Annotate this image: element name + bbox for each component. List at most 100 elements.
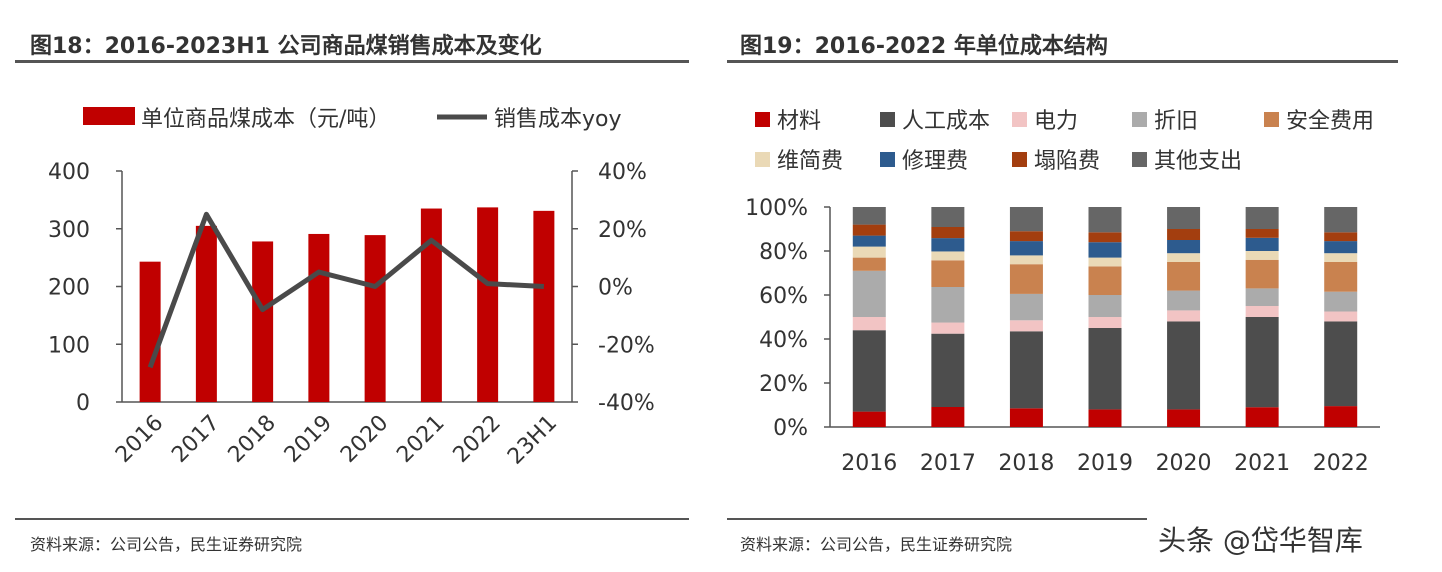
segment-2021-塌陷费 (1245, 229, 1279, 238)
segment-2016-人工成本 (852, 330, 886, 412)
right-chart-title: 图19：2016-2022 年单位成本结构 (740, 34, 1108, 59)
right-footer-rule (727, 518, 1147, 520)
stack-category-label-2020: 2020 (1156, 451, 1212, 476)
segment-2016-塌陷费 (852, 224, 886, 236)
segment-2022-塌陷费 (1324, 232, 1358, 242)
legend-label-修理费: 修理费 (902, 149, 968, 174)
segment-2022-材料 (1324, 406, 1358, 427)
left-title-rule (15, 60, 689, 63)
segment-2018-材料 (1009, 408, 1043, 427)
segment-2017-折旧 (931, 287, 965, 323)
segment-2020-维简费 (1167, 253, 1201, 262)
right-tick-label: 40% (598, 160, 647, 185)
legend-swatch-修理费 (880, 152, 895, 167)
segment-2020-电力 (1167, 310, 1201, 322)
category-label-2018: 2018 (224, 411, 281, 468)
right-tick-label: -40% (598, 391, 655, 416)
left-tick-label: 100 (48, 333, 90, 358)
segment-2018-修理费 (1009, 241, 1043, 256)
right-tick-label: -20% (598, 333, 655, 358)
segment-2018-安全费用 (1009, 264, 1043, 294)
legend-swatch-安全费用 (1264, 112, 1279, 127)
watermark: 头条 @岱华智库 (1158, 524, 1363, 557)
stack-tick-label: 80% (759, 240, 808, 265)
right-title-rule (727, 60, 1398, 63)
segment-2021-电力 (1245, 306, 1279, 317)
left-tick-label: 0 (76, 391, 90, 416)
segment-2020-折旧 (1167, 290, 1201, 311)
legend-swatch-折旧 (1132, 112, 1147, 127)
bar-2018 (252, 241, 274, 402)
segment-2017-电力 (931, 322, 965, 334)
segment-2021-安全费用 (1245, 259, 1279, 289)
segment-2019-人工成本 (1088, 328, 1122, 410)
legend-label-塌陷费: 塌陷费 (1034, 149, 1100, 174)
stack-tick-label: 20% (759, 372, 808, 397)
legend-label-电力: 电力 (1034, 109, 1078, 134)
segment-2019-维简费 (1088, 257, 1122, 267)
left-tick-label: 300 (48, 218, 90, 243)
segment-2019-折旧 (1088, 295, 1122, 317)
segment-2018-塌陷费 (1009, 231, 1043, 242)
category-label-2016: 2016 (111, 411, 168, 468)
segment-2018-其他支出 (1009, 207, 1043, 232)
left-source-note: 资料来源：公司公告，民生证券研究院 (30, 535, 303, 554)
segment-2020-材料 (1167, 409, 1201, 427)
stack-tick-label: 100% (745, 196, 808, 221)
bar-2016 (139, 261, 161, 402)
segment-2020-其他支出 (1167, 207, 1201, 229)
segment-2017-安全费用 (931, 260, 965, 287)
segment-2019-修理费 (1088, 242, 1122, 258)
bar-2019 (308, 233, 330, 402)
segment-2022-安全费用 (1324, 262, 1358, 292)
legend-label-其他支出: 其他支出 (1154, 149, 1242, 174)
segment-2022-修理费 (1324, 241, 1358, 254)
segment-2018-人工成本 (1009, 331, 1043, 409)
segment-2022-电力 (1324, 311, 1358, 322)
right-tick-label: 20% (598, 218, 647, 243)
segment-2016-修理费 (852, 235, 886, 247)
stack-tick-label: 60% (759, 284, 808, 309)
left-tick-label: 200 (48, 276, 90, 301)
segment-2022-其他支出 (1324, 207, 1358, 233)
bar-2017 (195, 225, 217, 402)
legend-label-人工成本: 人工成本 (902, 109, 990, 134)
bar-2020 (364, 235, 386, 402)
stack-tick-label: 40% (759, 328, 808, 353)
segment-2022-折旧 (1324, 291, 1358, 312)
legend-label-折旧: 折旧 (1154, 109, 1198, 134)
legend-swatch-其他支出 (1132, 152, 1147, 167)
legend-swatch-塌陷费 (1012, 152, 1027, 167)
segment-2021-人工成本 (1245, 317, 1279, 408)
legend-label-材料: 材料 (777, 109, 821, 134)
stack-category-label-2018: 2018 (998, 451, 1054, 476)
bar-23H1 (533, 210, 555, 402)
left-tick-label: 400 (48, 160, 90, 185)
segment-2022-人工成本 (1324, 321, 1358, 407)
category-label-2021: 2021 (392, 411, 449, 468)
stack-category-label-2022: 2022 (1313, 451, 1369, 476)
segment-2020-修理费 (1167, 240, 1201, 254)
yoy-line (147, 211, 545, 369)
category-label-2022: 2022 (449, 411, 506, 468)
right-source-note: 资料来源：公司公告，民生证券研究院 (740, 535, 1013, 554)
bar-2022 (477, 207, 499, 402)
segment-2019-塌陷费 (1088, 232, 1122, 243)
legend-bar-swatch (83, 107, 135, 125)
segment-2019-其他支出 (1088, 207, 1122, 233)
segment-2022-维简费 (1324, 253, 1358, 262)
segment-2017-其他支出 (931, 207, 965, 227)
segment-2016-材料 (852, 411, 886, 427)
segment-2018-电力 (1009, 320, 1043, 332)
bar-2021 (420, 208, 442, 402)
segment-2016-电力 (852, 317, 886, 331)
legend-bar-label: 单位商品煤成本（元/吨） (141, 107, 390, 132)
segment-2021-维简费 (1245, 251, 1279, 260)
segment-2017-塌陷费 (931, 227, 965, 239)
segment-2018-折旧 (1009, 293, 1043, 321)
segment-2021-折旧 (1245, 288, 1279, 306)
legend-swatch-电力 (1012, 112, 1027, 127)
segment-2020-安全费用 (1167, 262, 1201, 291)
stack-category-label-2016: 2016 (841, 451, 897, 476)
segment-2018-维简费 (1009, 255, 1043, 265)
